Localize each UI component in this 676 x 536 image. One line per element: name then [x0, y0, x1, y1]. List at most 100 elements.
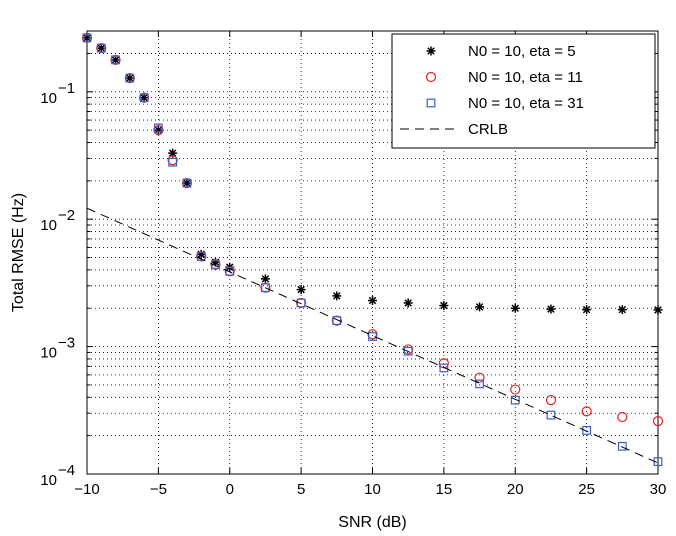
data-point [332, 316, 342, 325]
data-point [211, 260, 220, 270]
data-point [125, 73, 135, 83]
y-tick-labels: 10−410−310−210−1 [40, 80, 75, 489]
data-point [168, 148, 178, 158]
data-point [96, 43, 106, 53]
data-point [581, 406, 592, 417]
data-point [125, 73, 135, 83]
legend-label: N0 = 10, eta = 5 [468, 43, 576, 60]
data-point [439, 363, 449, 373]
data-point [474, 372, 485, 383]
data-point [167, 155, 178, 166]
data-point [225, 266, 235, 276]
data-point [582, 305, 592, 315]
data-point [439, 301, 449, 311]
y-tick-label-exponent: −3 [58, 335, 75, 352]
data-point [331, 315, 342, 326]
data-point [260, 282, 271, 293]
legend-marker [426, 46, 436, 56]
data-point [196, 251, 207, 262]
y-tick-label: 10−3 [40, 335, 75, 362]
legend-entries: N0 = 10, eta = 5 N0 = 10, eta = 11 N0 = 10… [400, 43, 584, 138]
x-tick-label: 0 [226, 481, 234, 498]
data-point [153, 123, 163, 133]
legend-entry: N0 = 10, eta = 31 [426, 95, 584, 112]
data-point [261, 283, 270, 293]
data-point [653, 305, 663, 315]
data-point [124, 73, 135, 84]
data-point [617, 441, 627, 451]
y-tick-label: 10−2 [40, 207, 75, 234]
data-point [510, 303, 520, 313]
data-point [546, 304, 556, 314]
x-tick-label: 15 [436, 481, 453, 498]
data-series [81, 32, 664, 467]
legend: N0 = 10, eta = 5 N0 = 10, eta = 11 N0 = 10… [391, 33, 656, 149]
data-point [367, 329, 378, 340]
y-tick-label-exponent: −1 [58, 80, 75, 97]
data-point [510, 384, 521, 395]
data-point [181, 177, 193, 189]
data-point [546, 410, 556, 420]
data-point [153, 125, 164, 136]
data-point [139, 93, 149, 103]
y-tick-label-base: 10 [40, 472, 57, 489]
data-point [403, 298, 413, 308]
data-point [139, 92, 150, 103]
data-point [82, 33, 92, 43]
data-point [210, 259, 221, 270]
y-axis-label: Total RMSE (Hz) [10, 193, 27, 312]
legend-marker [426, 98, 436, 108]
data-point [296, 298, 306, 308]
data-point [168, 157, 178, 167]
data-point [224, 266, 235, 277]
data-point [545, 395, 557, 406]
y-tick-label: 10−1 [40, 80, 75, 107]
series-3 [82, 33, 663, 467]
data-point [582, 425, 592, 435]
x-tick-label: 5 [297, 481, 305, 498]
data-point [111, 55, 121, 65]
x-tick-labels: −10 −5 0 5 10 15 20 25 30 [74, 481, 666, 498]
data-point [110, 54, 121, 65]
data-point [196, 252, 206, 261]
data-point [617, 305, 627, 315]
x-tick-label: 20 [507, 481, 524, 498]
y-tick-label-base: 10 [40, 90, 57, 107]
data-point [368, 296, 377, 306]
legend-entry: N0 = 10, eta = 11 [425, 69, 583, 86]
data-point [82, 33, 92, 43]
y-tick-label-exponent: −2 [58, 207, 75, 224]
data-point [403, 346, 413, 356]
data-point [617, 411, 628, 423]
data-point [139, 93, 149, 103]
legend-entry: CRLB [400, 121, 508, 138]
x-tick-label: 25 [578, 481, 595, 498]
y-tick-label-base: 10 [40, 345, 57, 362]
data-point [96, 43, 107, 54]
data-point [652, 416, 664, 427]
legend-label: N0 = 10, eta = 11 [468, 69, 583, 86]
data-point [260, 274, 270, 284]
x-tick-label: 30 [650, 481, 667, 498]
legend-label: CRLB [468, 121, 508, 138]
y-tick-label: 10−4 [40, 462, 75, 489]
data-point [510, 395, 520, 405]
data-point [332, 291, 342, 301]
data-point [475, 302, 485, 312]
data-point [368, 332, 377, 341]
data-point [81, 32, 93, 43]
legend-entry: N0 = 10, eta = 5 [426, 43, 576, 60]
x-tick-label: −10 [74, 481, 99, 498]
data-point [111, 55, 120, 65]
y-tick-label-exponent: −4 [58, 462, 75, 479]
data-point [182, 178, 192, 188]
data-point [296, 285, 306, 295]
data-point [475, 379, 484, 389]
legend-marker [425, 71, 437, 83]
y-tick-label-base: 10 [40, 217, 57, 234]
data-point [296, 297, 307, 309]
legend-label: N0 = 10, eta = 31 [468, 95, 584, 112]
x-axis-label: SNR (dB) [338, 514, 406, 531]
data-point [182, 178, 192, 188]
